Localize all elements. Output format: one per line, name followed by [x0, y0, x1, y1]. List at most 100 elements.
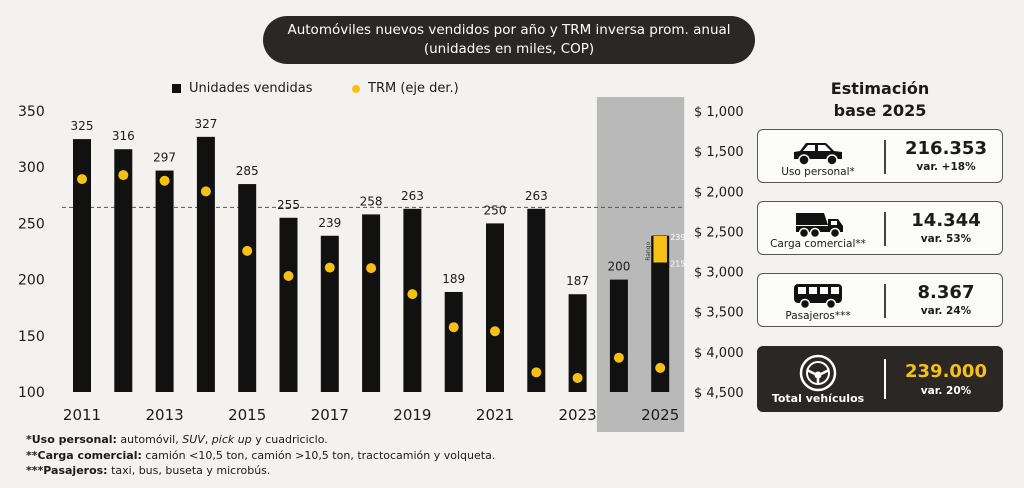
- steering-wheel-icon: [799, 354, 837, 392]
- y-axis-tick-label: 100: [18, 385, 45, 401]
- trm-dot-2020: [448, 322, 459, 333]
- trm-dot-2025: [655, 362, 666, 373]
- bar-2024: [609, 279, 628, 392]
- bar-2011: [73, 139, 91, 392]
- footnote-text: automóvil,: [116, 433, 183, 446]
- estimation-title-line1: Estimación: [830, 79, 930, 98]
- bar-value-label: 327: [194, 117, 217, 131]
- forecast-range-label: Rango: [645, 241, 652, 260]
- x-axis-tick-label: 2011: [63, 406, 101, 424]
- x-axis-tick-label: 2021: [476, 406, 514, 424]
- footnote-pasajeros: ***Pasajeros: taxi, bus, buseta y microb…: [26, 463, 495, 479]
- card-separator: [884, 140, 886, 174]
- footnote-carga-comercial: **Carga comercial: camión <10,5 ton, cam…: [26, 448, 495, 464]
- y-axis-tick-label: 300: [18, 160, 45, 176]
- right-axis-tick-label: $ 2,500: [694, 225, 744, 240]
- x-axis-tick-label: 2025: [641, 406, 679, 424]
- bar-chart: 350 300 250 200 150 100 $ 1,000 $ 1,500 $ 2,000 $…: [18, 97, 744, 432]
- bar-2013: [155, 170, 174, 392]
- trm-dot-2021: [490, 326, 500, 337]
- footnote-text: camión <10,5 ton, camión >10,5 ton, trac…: [141, 448, 496, 462]
- chart-title-line2: (unidades en miles, COP): [423, 41, 595, 57]
- bar-value-label: 239: [318, 216, 341, 230]
- x-axis-tick-label: 2023: [559, 406, 597, 424]
- right-axis-tick-label: $ 1,500: [694, 145, 744, 160]
- card-uso-personal: Uso personal* 216.353 var. +18%: [757, 129, 1003, 183]
- right-axis-tick-label: $ 3,000: [694, 266, 744, 281]
- card-value: 239.000: [905, 361, 987, 382]
- footnote-text: ,: [204, 433, 212, 446]
- trm-dot-2017: [324, 262, 335, 273]
- footnote-key: ***Pasajeros:: [26, 464, 108, 477]
- car-icon: [794, 143, 842, 166]
- footnote-text: taxi, bus, buseta y microbús.: [107, 464, 271, 477]
- footnote-uso-personal: *Uso personal: automóvil, SUV, pick up y…: [26, 432, 495, 448]
- bar-value-label: 263: [401, 189, 424, 203]
- bar-value-label: 258: [360, 194, 383, 208]
- bar-2025: [651, 235, 670, 392]
- chart-title: Automóviles nuevos vendidos por año y TR…: [263, 16, 755, 64]
- bar-value-label: 297: [153, 151, 176, 165]
- x-axis-tick-label: 2017: [311, 406, 349, 424]
- right-axis-tick-label: $ 4,000: [694, 346, 744, 361]
- trm-dot-2022: [531, 367, 542, 378]
- x-axis-tick-label: 2015: [228, 406, 266, 424]
- bus-icon: [794, 284, 842, 310]
- trm-dot-2016: [283, 270, 294, 281]
- right-axis-tick-label: $ 4,500: [694, 386, 744, 401]
- trm-dot-2014: [200, 186, 211, 197]
- footnotes: *Uso personal: automóvil, SUV, pick up y…: [26, 432, 495, 479]
- bar-2014: [196, 136, 215, 392]
- card-label: Uso personal*: [781, 166, 855, 178]
- x-axis-tick-label: 2013: [146, 406, 184, 424]
- legend-bars: Unidades vendidas: [172, 81, 313, 96]
- footnote-key: **Carga comercial:: [26, 448, 142, 462]
- y-axis-tick-label: 200: [18, 273, 45, 289]
- legend-dots-label: TRM (eje der.): [368, 81, 459, 96]
- right-axis-tick-label: $ 1,000: [694, 105, 744, 120]
- card-pasajeros: Pasajeros*** 8.367 var. 24%: [757, 273, 1003, 327]
- bar-value-label: 325: [71, 119, 94, 133]
- card-label: Total vehículos: [771, 392, 865, 405]
- card-variation: var. 24%: [920, 305, 972, 317]
- chart-title-line1: Automóviles nuevos vendidos por año y TR…: [287, 22, 731, 38]
- y-axis-tick-label: 250: [18, 216, 45, 232]
- right-axis-tick-label: $ 3,500: [694, 306, 744, 321]
- trm-dot-2013: [159, 175, 170, 186]
- card-variation: var. 53%: [920, 233, 972, 245]
- trm-dot-2023: [572, 372, 583, 383]
- estimation-title: Estimación base 2025: [800, 78, 960, 122]
- trm-dot-2024: [613, 352, 624, 363]
- footnote-em: pick up: [211, 433, 252, 446]
- legend-dots: TRM (eje der.): [352, 81, 459, 96]
- card-value: 14.344: [911, 210, 981, 231]
- card-separator: [884, 212, 886, 246]
- bar-2020: [444, 291, 463, 392]
- bar-2015: [238, 184, 257, 392]
- card-carga-comercial: Carga comercial** 14.344 var. 53%: [757, 201, 1003, 255]
- card-label: Pasajeros***: [785, 310, 851, 322]
- bar-value-label: 285: [236, 164, 259, 178]
- trm-dot-2019: [407, 289, 418, 300]
- bar-value-label: 250: [484, 203, 507, 217]
- bar-2017: [320, 235, 339, 392]
- card-variation: var. 20%: [920, 385, 972, 397]
- x-axis-tick-label: 2019: [393, 406, 431, 424]
- legend-bars-label: Unidades vendidas: [189, 81, 313, 96]
- footnote-key: *Uso personal:: [26, 433, 117, 446]
- bar-value-label: 316: [112, 129, 135, 143]
- bar-2021: [486, 223, 504, 392]
- forecast-range-low-label: 215: [670, 260, 685, 269]
- bar-2023: [568, 294, 587, 392]
- y-axis-tick-label: 150: [18, 329, 45, 345]
- bar-value-label: 187: [566, 274, 589, 288]
- bar-value-label: 255: [277, 198, 300, 212]
- estimation-title-line2: base 2025: [833, 101, 927, 120]
- bar-2019: [403, 208, 422, 392]
- y-axis-tick-label: 350: [18, 104, 45, 120]
- bar-2016: [279, 217, 298, 392]
- trm-dot-2018: [366, 263, 377, 274]
- bar-value-label: 200: [607, 260, 630, 274]
- trm-dot-2012: [118, 170, 129, 181]
- bar-value-label: 263: [525, 189, 548, 203]
